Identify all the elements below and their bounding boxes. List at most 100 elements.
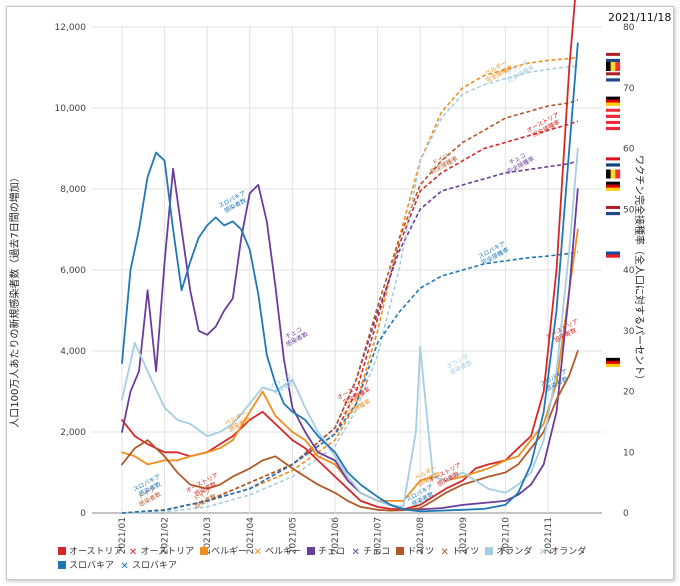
legend-cross-marker: ✕ <box>128 547 138 558</box>
legend-item: ベルギー <box>200 545 247 559</box>
flag-icon <box>606 169 621 179</box>
flag-stripe <box>606 254 620 258</box>
legend-item: ✕ ベルギー <box>253 545 301 559</box>
y-right-tick-label: 0 <box>623 509 629 519</box>
y-left-tick-label: 6,000 <box>60 266 86 276</box>
legend-label: オランダ <box>496 547 533 557</box>
vaccine-line <box>121 56 578 514</box>
y-left-tick-label: 8,000 <box>60 185 86 195</box>
legend-item: ✕ ドイツ <box>440 545 480 559</box>
legend-square-marker <box>58 561 66 569</box>
flag-stripe <box>606 108 620 112</box>
y-left-tick-label: 0 <box>80 509 86 519</box>
vaccine-lines-layer <box>121 56 579 514</box>
legend-cross-marker: ✕ <box>253 547 262 558</box>
legend-cross-marker: ✕ <box>120 561 129 572</box>
flag-stripe <box>606 120 620 125</box>
y-right-tick-label: 60 <box>623 145 635 155</box>
legend-item: ドイツ <box>396 545 434 559</box>
flag-stripe <box>606 205 620 210</box>
y-right-tick-label: 10 <box>623 448 635 458</box>
flag-stripe <box>606 363 620 368</box>
flag-icon <box>606 96 620 106</box>
legend-label: スロバキア <box>69 561 115 571</box>
flag-icon <box>606 120 620 131</box>
flag-stripe <box>606 157 620 161</box>
flag-stripe <box>606 181 620 185</box>
y-left-axis-title: 人口100万人あたりの新規感染者数（過去7日間の増加） <box>8 172 21 427</box>
legend-square-marker <box>307 547 316 555</box>
y-right-tick-label: 80 <box>623 23 635 33</box>
flag-stripe <box>615 169 621 179</box>
case-lines-layer <box>121 0 579 513</box>
flag-stripe <box>606 58 620 63</box>
y-left-tick-label: 4,000 <box>60 347 86 357</box>
flag-stripe <box>606 123 620 128</box>
legend-item: ✕ スロバキア <box>120 559 177 573</box>
flag-stripe <box>606 169 611 179</box>
flag-stripe <box>606 72 620 76</box>
flag-stripe <box>606 248 620 252</box>
y-left-tick-label: 12,000 <box>55 23 87 33</box>
legend-cross-marker: ✕ <box>538 547 547 558</box>
x-tick-label: 2021/05 <box>288 517 298 554</box>
legend-square-marker <box>485 547 494 555</box>
x-tick-label: 2021/03 <box>203 517 213 554</box>
legend-cross-marker: ✕ <box>440 547 449 558</box>
flag-icon <box>606 108 620 118</box>
x-tick-label: 2021/02 <box>161 517 171 554</box>
flag-stripe <box>606 126 620 131</box>
flag-stripe <box>606 55 620 60</box>
legend-label: オーストリア <box>69 547 123 557</box>
flag-stripe <box>610 61 616 71</box>
flag-stripe <box>606 163 620 167</box>
flag-stripe <box>606 111 620 115</box>
flag-icon <box>606 72 620 82</box>
case-line <box>121 147 579 508</box>
flag-stripe <box>606 357 620 362</box>
flag-stripe <box>606 184 620 188</box>
y-right-tick-label: 50 <box>623 205 635 215</box>
legend-label: オランダ <box>550 547 587 557</box>
flag-icon <box>606 157 620 167</box>
y-right-tick-label: 20 <box>623 388 635 398</box>
flag-stripe <box>606 99 620 103</box>
vaccine-line <box>121 159 579 514</box>
legend: オーストリア ✕ オーストリア ベルギー ✕ ベルギー チェコ ✕ チェコ ドイツ ✕ ドイツ オランダ… <box>58 545 628 573</box>
x-tick-label: 2021/11 <box>544 517 554 554</box>
legend-item: ✕ オーストリア <box>128 545 195 559</box>
legend-item: チェコ <box>307 545 345 559</box>
y-right-tick-label: 70 <box>623 84 635 94</box>
flag-icon <box>606 205 620 216</box>
legend-square-marker <box>58 547 66 555</box>
legend-label: ドイツ <box>407 547 435 557</box>
flag-stripe <box>606 75 620 79</box>
x-tick-label: 2021/04 <box>246 517 256 555</box>
flag-icon <box>606 357 620 368</box>
flag-stripe <box>615 61 621 71</box>
legend-item: ✕ オランダ <box>538 545 587 559</box>
vaccine-line <box>121 251 578 514</box>
flag-icon <box>606 61 621 71</box>
legend-item: オランダ <box>485 545 532 559</box>
legend-label: ベルギー <box>211 547 248 557</box>
legend-label: オーストリア <box>140 547 195 557</box>
flag-icon <box>606 248 620 258</box>
case-line <box>121 350 579 512</box>
flag-stripe <box>606 52 620 57</box>
legend-label: スロバキア <box>132 561 178 571</box>
legend-item: オーストリア <box>58 545 123 559</box>
legend-label: チェコ <box>318 547 346 557</box>
axis-layer: 0 2,000 4,000 6,000 8,000 10,000 12,000 0 10 20 30… <box>55 23 635 554</box>
x-tick-label: 2021/01 <box>118 517 128 554</box>
flag-stripe <box>606 251 620 255</box>
flag-stripe <box>606 78 620 82</box>
flag-stripe <box>606 61 611 71</box>
legend-cross-marker: ✕ <box>351 547 360 558</box>
legend-item: スロバキア <box>58 559 114 573</box>
